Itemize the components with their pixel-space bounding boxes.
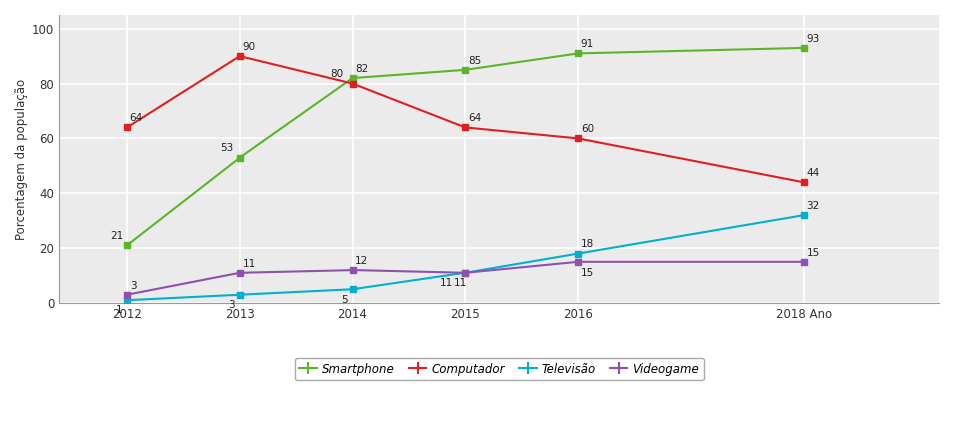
- Televisão: [193, 294, 205, 299]
- Computador: [793, 179, 804, 184]
- Line: Videogame: Videogame: [127, 262, 802, 295]
- Line: Televisão: Televisão: [127, 215, 802, 300]
- Videogame: [797, 259, 808, 265]
- Text: 44: 44: [805, 168, 819, 178]
- Text: 15: 15: [580, 268, 594, 279]
- Text: 85: 85: [468, 56, 481, 65]
- Text: 1: 1: [115, 306, 122, 315]
- Line: Computador: Computador: [127, 56, 802, 182]
- Text: 64: 64: [468, 113, 481, 123]
- Computador: [797, 180, 808, 185]
- Text: 80: 80: [330, 69, 343, 79]
- Text: 53: 53: [220, 143, 233, 153]
- Smartphone: [486, 63, 497, 68]
- Y-axis label: Porcentagem da população: Porcentagem da população: [15, 78, 28, 240]
- Videogame: [486, 268, 497, 273]
- Text: 15: 15: [805, 248, 819, 258]
- Text: 18: 18: [580, 239, 594, 250]
- Computador: [488, 128, 499, 133]
- Videogame: [572, 259, 583, 265]
- Computador: [372, 91, 383, 96]
- Smartphone: [167, 207, 178, 212]
- Computador: [121, 125, 132, 130]
- Smartphone: [652, 49, 663, 54]
- Videogame: [167, 283, 178, 288]
- Videogame: [793, 259, 804, 265]
- Text: 91: 91: [580, 39, 594, 49]
- Text: 11: 11: [242, 259, 255, 269]
- Text: 90: 90: [242, 42, 255, 52]
- Text: 3: 3: [229, 300, 235, 310]
- Computador: [167, 96, 178, 101]
- Text: 21: 21: [111, 231, 123, 241]
- Videogame: [656, 259, 667, 265]
- Videogame: [193, 278, 205, 283]
- Smartphone: [797, 45, 808, 51]
- Text: 93: 93: [805, 34, 819, 44]
- Text: 5: 5: [341, 294, 348, 304]
- Text: 82: 82: [355, 64, 368, 74]
- Computador: [193, 79, 205, 84]
- Televisão: [797, 213, 808, 218]
- Videogame: [370, 268, 381, 273]
- Text: 11: 11: [440, 278, 453, 288]
- Televisão: [486, 266, 497, 271]
- Smartphone: [193, 186, 205, 191]
- Videogame: [121, 292, 132, 297]
- Text: 32: 32: [805, 201, 819, 211]
- Smartphone: [370, 74, 381, 79]
- Smartphone: [789, 45, 801, 51]
- Computador: [656, 152, 667, 158]
- Line: Smartphone: Smartphone: [127, 48, 802, 245]
- Legend: Smartphone, Computador, Televisão, Videogame: Smartphone, Computador, Televisão, Video…: [294, 358, 703, 380]
- Televisão: [167, 295, 178, 300]
- Computador: [233, 54, 245, 59]
- Text: 3: 3: [130, 280, 136, 291]
- Text: 60: 60: [580, 124, 594, 134]
- Televisão: [652, 238, 663, 243]
- Televisão: [121, 297, 132, 303]
- Televisão: [789, 214, 801, 219]
- Text: 12: 12: [355, 256, 368, 266]
- Smartphone: [121, 243, 132, 248]
- Text: 11: 11: [454, 278, 467, 288]
- Televisão: [370, 283, 381, 288]
- Text: 64: 64: [130, 113, 143, 123]
